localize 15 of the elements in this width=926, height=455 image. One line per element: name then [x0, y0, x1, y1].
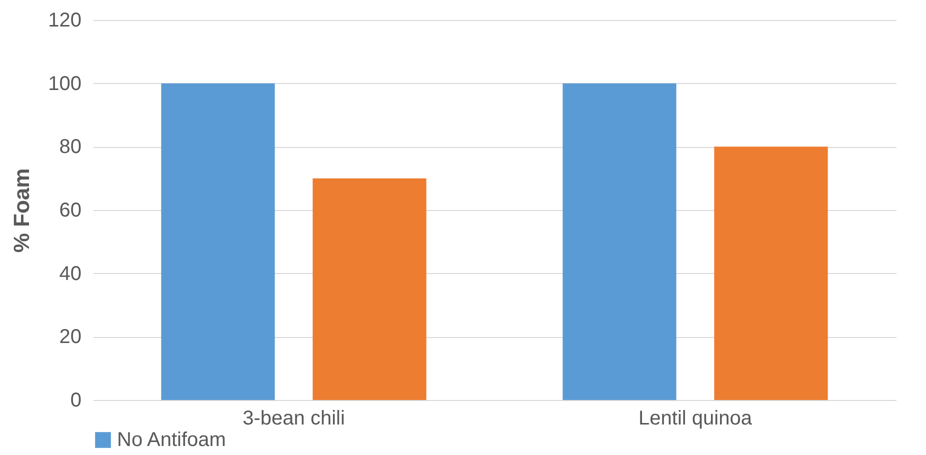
y-tick-label: 120: [48, 10, 82, 32]
x-tick-label: Lentil quinoa: [638, 408, 753, 430]
bar: [714, 146, 828, 400]
bar: [161, 83, 275, 400]
legend-label: No Antifoam: [117, 429, 226, 451]
y-axis-title: % Foam: [9, 168, 34, 253]
y-tick-label: 80: [59, 136, 82, 158]
y-tick-label: 40: [59, 262, 82, 285]
y-tick-label: 0: [70, 390, 82, 412]
y-tick-label: 20: [59, 326, 82, 348]
bar: [312, 178, 426, 400]
y-tick-label: 100: [48, 72, 82, 95]
y-tick-label: 60: [59, 200, 82, 222]
x-tick-label: 3-bean chili: [242, 408, 345, 430]
bar: [562, 83, 676, 400]
